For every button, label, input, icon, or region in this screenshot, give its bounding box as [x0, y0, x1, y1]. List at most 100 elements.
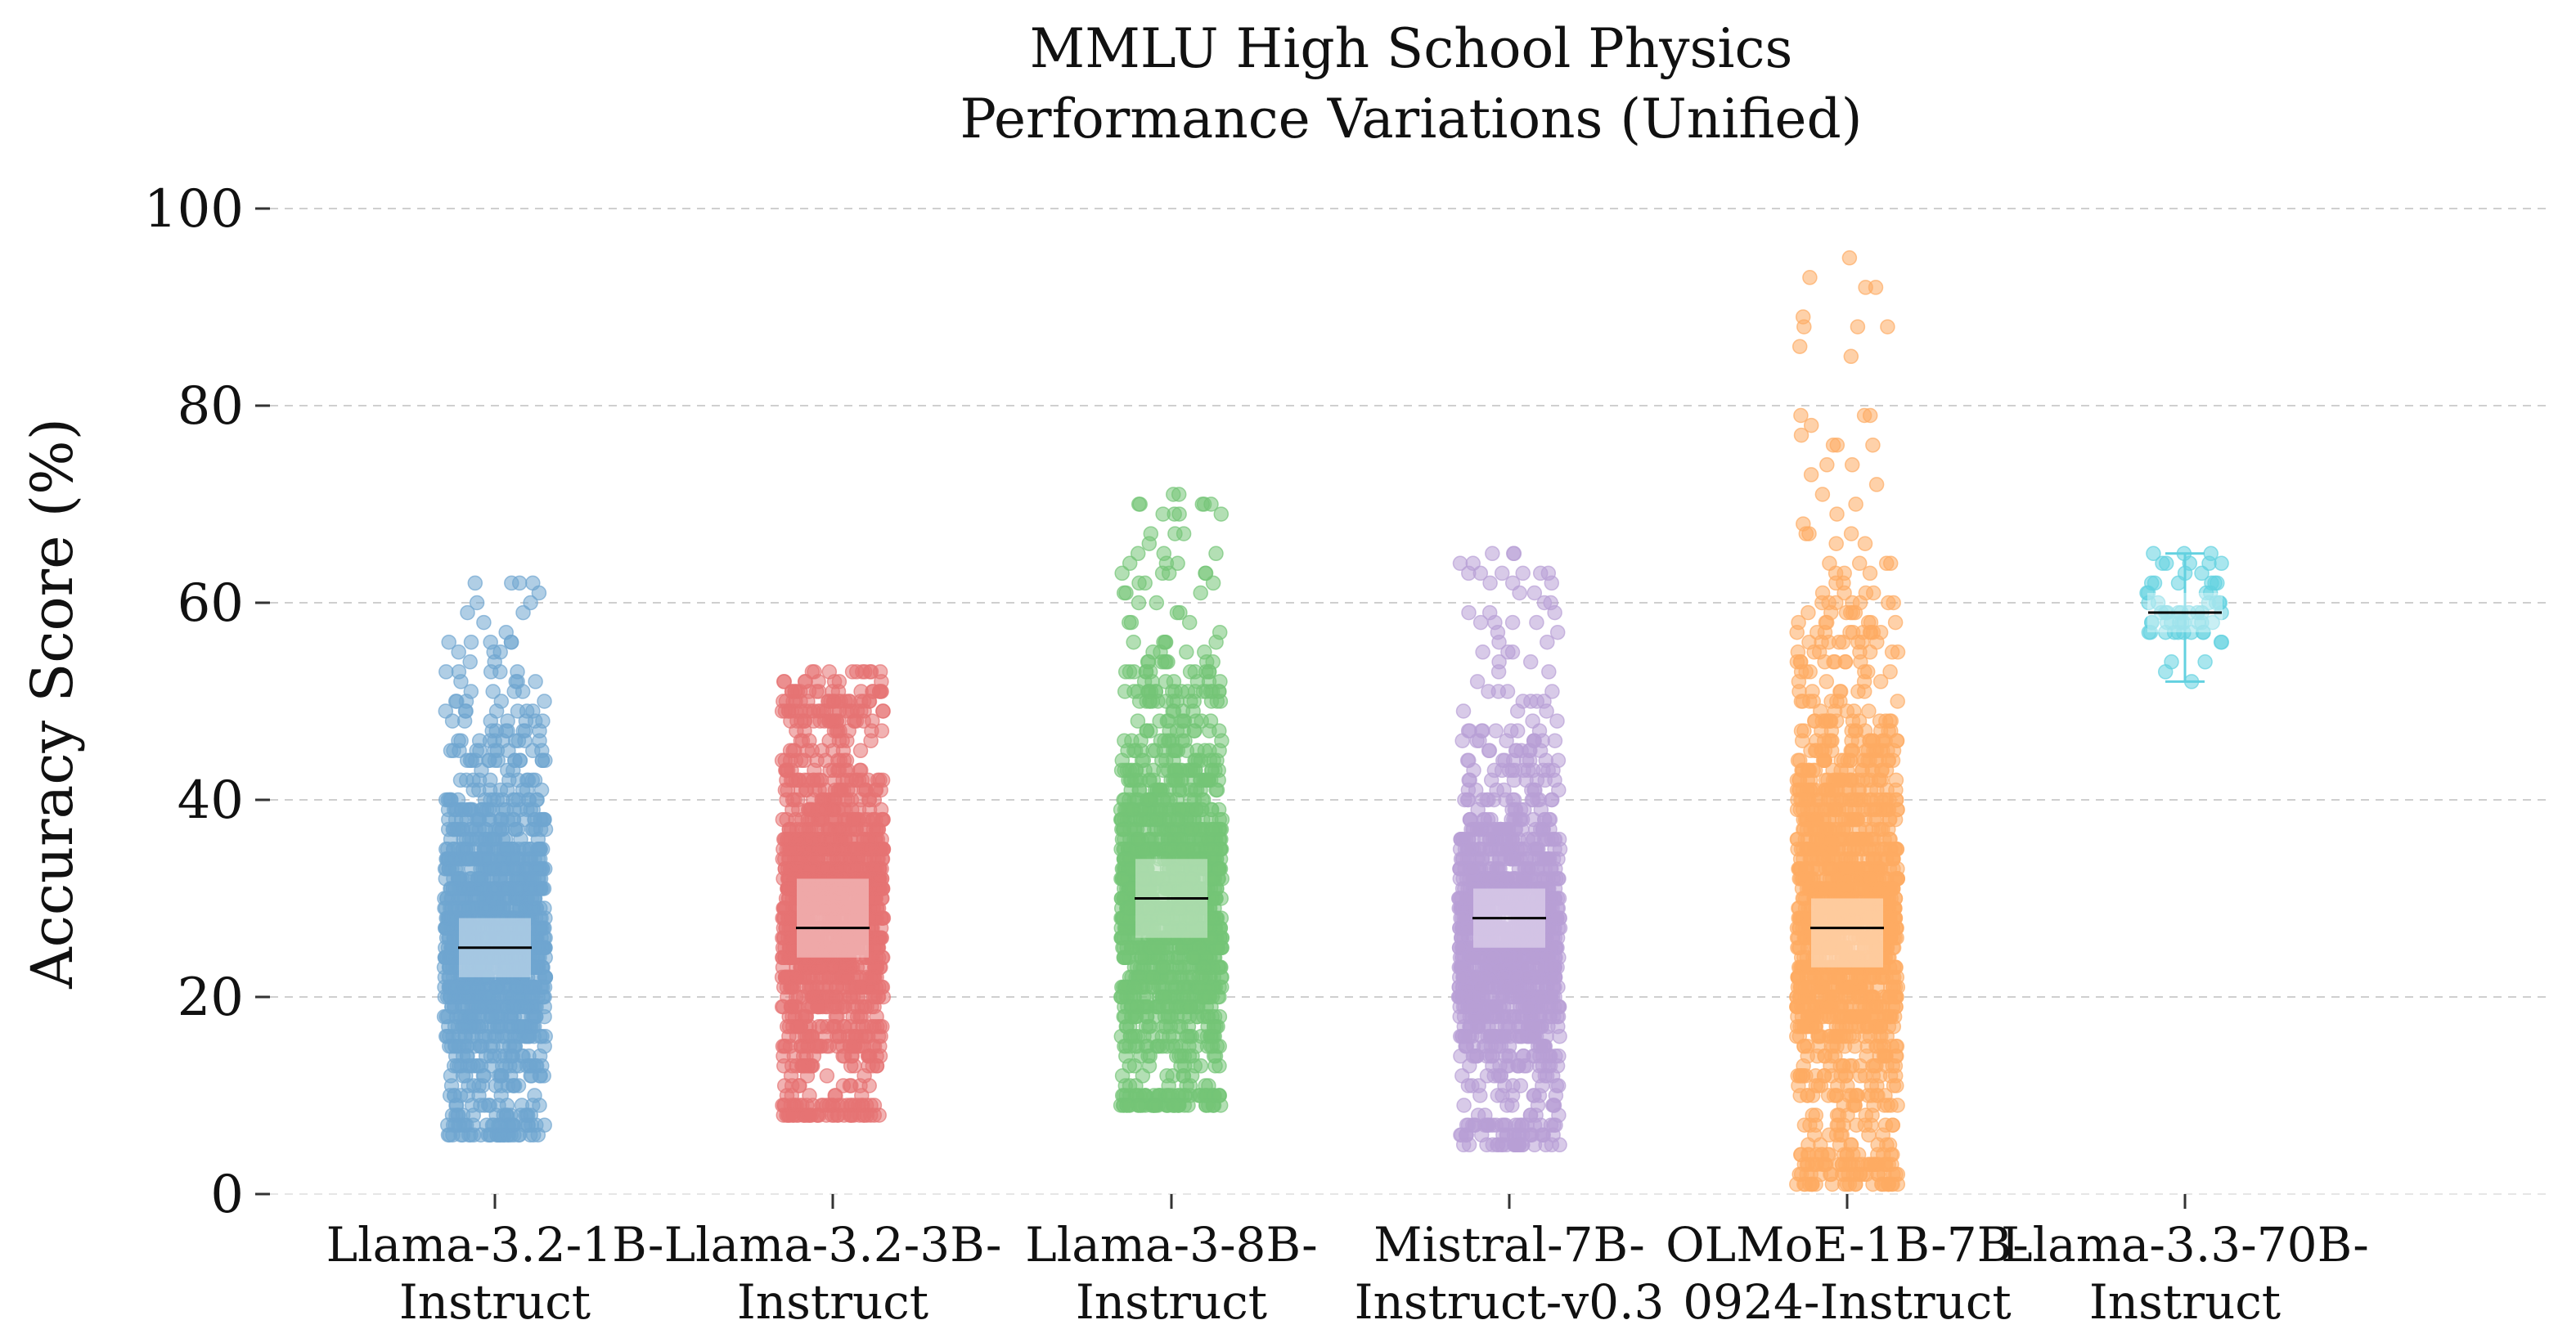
point-0-1466: [533, 871, 549, 887]
point-2-1324: [1206, 1018, 1222, 1035]
point-0-1321: [471, 733, 488, 748]
point-1-1385: [875, 703, 891, 719]
point-2-1347: [1177, 733, 1193, 748]
point-1-1467: [778, 762, 793, 779]
point-2-1138: [1116, 585, 1132, 601]
y-tick-label-60: 60: [178, 573, 244, 634]
point-0-1403: [458, 851, 474, 867]
point-2-1377: [1212, 1088, 1227, 1103]
point-0-1493: [443, 950, 459, 966]
point-0-32: [467, 575, 483, 591]
point-0-1210: [500, 762, 515, 779]
point-2-1314: [1205, 654, 1221, 670]
point-2-1364: [1124, 733, 1140, 748]
point-0-1440: [518, 842, 534, 857]
point-2-719: [1156, 634, 1171, 650]
point-2-1498: [1211, 861, 1226, 877]
point-2-1492: [1185, 950, 1202, 966]
point-2-1332: [1114, 565, 1130, 581]
point-2-1422: [1141, 694, 1158, 709]
point-2-1413: [1126, 979, 1142, 995]
point-1-1359: [870, 1028, 887, 1044]
point-2-1473: [1208, 546, 1224, 562]
point-0-1446: [445, 842, 461, 857]
point-2-1211: [1179, 644, 1194, 660]
point-0-1494: [485, 891, 501, 906]
point-1-1379: [842, 703, 858, 719]
point-2-104: [1193, 585, 1208, 601]
point-1-1419: [838, 959, 855, 976]
point-1-1488: [829, 1039, 845, 1054]
point-1-1263: [864, 723, 879, 739]
point-1-1463: [787, 684, 802, 699]
point-2-1486: [1212, 624, 1228, 640]
point-0-1309: [507, 733, 524, 748]
point-2-1472: [1166, 487, 1181, 502]
point-1-1132: [809, 752, 825, 769]
point-1-1461: [863, 1107, 879, 1123]
point-2-164: [1149, 595, 1165, 611]
point-1-1449: [844, 979, 861, 995]
point-0-1491: [447, 881, 463, 896]
point-2-1479: [1145, 979, 1162, 995]
point-2-1474: [1156, 792, 1171, 808]
point-2-1259: [1194, 713, 1209, 729]
point-0-1409: [458, 772, 474, 788]
point-2-678: [1137, 575, 1153, 591]
point-1-506: [819, 1068, 835, 1084]
point-2-1480: [1162, 1028, 1177, 1044]
point-1-1394: [871, 684, 888, 699]
point-0-1499: [470, 999, 487, 1015]
point-0-1385: [477, 851, 493, 867]
point-2-1497: [1119, 940, 1135, 956]
point-0-245: [441, 634, 456, 650]
point-1-1487: [780, 989, 795, 1005]
point-1-1493: [872, 842, 888, 857]
point-0-1498: [505, 851, 520, 867]
point-0-1383: [467, 752, 483, 769]
point-2-1031: [1122, 1058, 1137, 1074]
point-2-1424: [1131, 1098, 1146, 1113]
point-0-139: [463, 634, 479, 650]
point-2-1436: [1174, 713, 1189, 729]
point-1-1439: [801, 831, 817, 847]
point-1-1477: [802, 979, 819, 995]
point-0-1416: [506, 684, 522, 699]
point-2-1408: [1203, 762, 1220, 779]
point-2-1373: [1212, 684, 1227, 699]
point-2-973: [1143, 526, 1159, 541]
point-0-1428: [527, 1088, 542, 1103]
point-0-1402: [438, 920, 455, 936]
point-2-1294: [1145, 644, 1161, 660]
point-2-1428: [1198, 565, 1213, 581]
point-2-1383: [1203, 999, 1219, 1015]
point-2-1302: [1157, 733, 1172, 748]
point-0-1422: [458, 831, 474, 847]
point-1-1466: [874, 891, 890, 906]
point-1-1468: [794, 733, 811, 748]
point-0-1455: [503, 634, 519, 650]
point-2-1464: [1189, 801, 1204, 818]
y-tick-label-80: 80: [178, 376, 244, 437]
point-3-344: [1499, 684, 1516, 699]
point-2-1495: [1194, 969, 1210, 986]
point-2-1476: [1149, 940, 1166, 956]
point-2-773: [1132, 496, 1148, 512]
point-0-1349: [484, 831, 500, 847]
point-0-486: [528, 674, 543, 689]
point-1-1424: [782, 1107, 798, 1123]
point-2-1396: [1214, 979, 1230, 995]
point-0-1443: [461, 900, 477, 916]
point-0-156: [485, 684, 501, 699]
point-1-1462: [810, 801, 826, 818]
point-2-1499: [1175, 842, 1191, 857]
point-0-1482: [454, 979, 470, 995]
point-2-1353: [1141, 1058, 1158, 1074]
point-0-1419: [521, 792, 537, 808]
point-1-1386: [800, 1039, 816, 1054]
point-1-1295: [856, 989, 871, 1005]
point-1-1456: [781, 881, 797, 896]
point-1-1099: [804, 664, 820, 680]
